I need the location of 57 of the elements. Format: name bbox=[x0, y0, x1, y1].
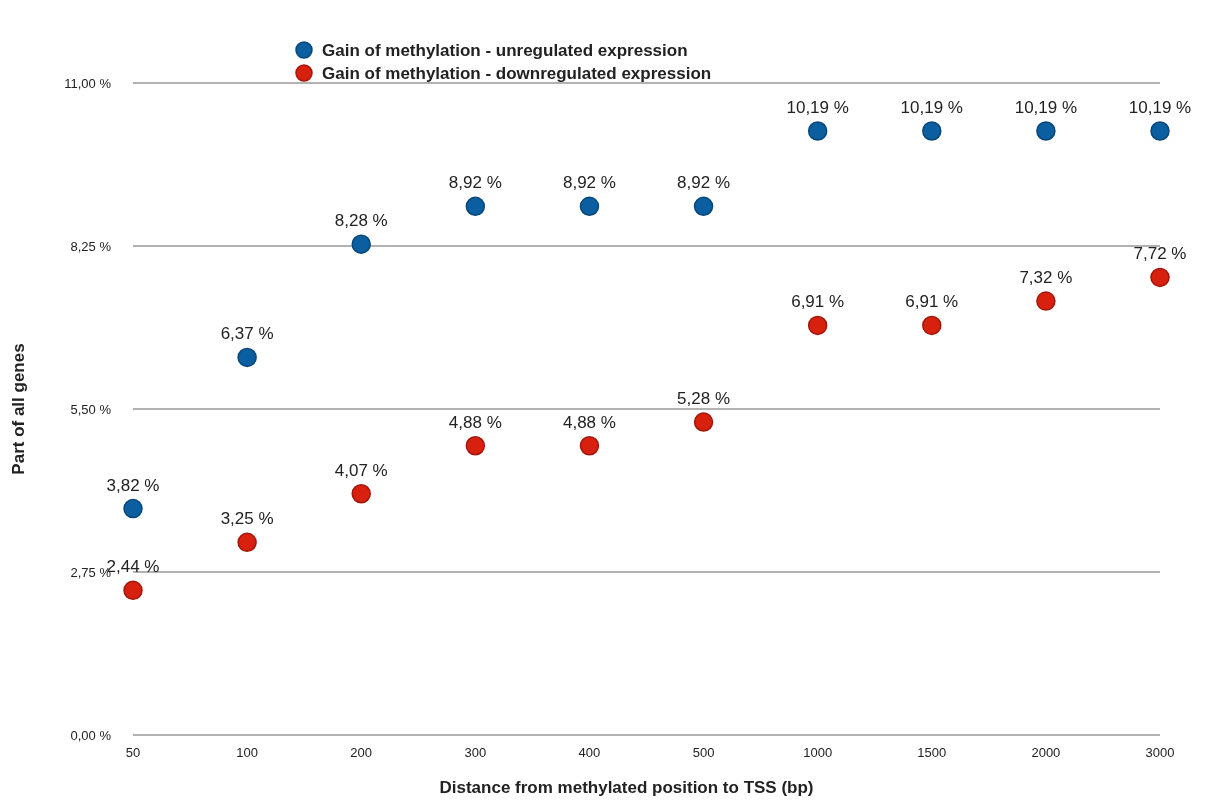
point bbox=[1036, 121, 1056, 141]
data-label: 6,91 % bbox=[905, 292, 959, 312]
data-label: 10,19 % bbox=[1014, 98, 1078, 118]
data-label: 3,82 % bbox=[106, 475, 160, 495]
legend-label: Gain of methylation - unregulated expression bbox=[322, 40, 688, 60]
point bbox=[922, 121, 942, 141]
point bbox=[123, 498, 143, 519]
data-label: 10,19 % bbox=[900, 98, 963, 118]
data-label: 5,28 % bbox=[677, 389, 731, 409]
point bbox=[1036, 291, 1056, 311]
y-tick-label: 8,25 % bbox=[70, 238, 112, 254]
data-label: 6,37 % bbox=[220, 324, 274, 344]
data-label: 8,92 % bbox=[677, 173, 731, 193]
x-tick-label: 500 bbox=[692, 745, 715, 760]
data-label: 7,32 % bbox=[1019, 268, 1073, 288]
x-tick-label: 100 bbox=[236, 745, 258, 760]
point bbox=[579, 196, 600, 217]
data-label: 4,88 % bbox=[562, 412, 616, 432]
point bbox=[351, 484, 371, 504]
y-tick-label: 5,50 % bbox=[70, 401, 112, 417]
point bbox=[123, 580, 143, 601]
x-tick-label: 200 bbox=[350, 745, 373, 760]
point bbox=[237, 347, 257, 368]
data-label: 10,19 % bbox=[786, 98, 849, 118]
point bbox=[693, 196, 714, 217]
point bbox=[1150, 121, 1170, 141]
data-label: 8,92 % bbox=[562, 173, 616, 193]
point bbox=[465, 436, 486, 456]
x-tick-label: 3000 bbox=[1145, 745, 1175, 760]
point bbox=[693, 412, 714, 432]
point bbox=[807, 315, 828, 336]
point bbox=[1150, 267, 1170, 288]
y-tick-label: 11,00 % bbox=[64, 75, 112, 91]
point bbox=[351, 234, 371, 254]
data-label: 8,28 % bbox=[334, 211, 388, 231]
point bbox=[579, 436, 600, 456]
data-label: 4,88 % bbox=[448, 412, 502, 432]
x-axis-title: Distance from methylated position to TSS (bp) bbox=[439, 778, 814, 797]
x-tick-label: 1500 bbox=[917, 745, 947, 760]
y-tick-label: 0,00 % bbox=[70, 727, 112, 743]
point bbox=[465, 196, 486, 217]
x-tick-label: 50 bbox=[125, 745, 141, 760]
x-tick-label: 2000 bbox=[1031, 745, 1061, 760]
data-label: 8,92 % bbox=[448, 173, 502, 193]
x-tick-label: 1000 bbox=[803, 745, 833, 760]
data-label: 6,91 % bbox=[791, 292, 845, 312]
x-tick-label: 300 bbox=[464, 745, 487, 760]
data-label: 10,19 % bbox=[1128, 98, 1192, 118]
point bbox=[807, 121, 828, 141]
data-label: 3,25 % bbox=[220, 509, 274, 529]
x-tick-label: 400 bbox=[578, 745, 601, 760]
point bbox=[237, 532, 257, 553]
point bbox=[922, 315, 942, 336]
data-label: 7,72 % bbox=[1133, 244, 1187, 264]
legend-label: Gain of methylation - downregulated expression bbox=[322, 63, 712, 83]
data-label: 4,07 % bbox=[334, 460, 388, 480]
y-axis-title: Part of all genes bbox=[9, 343, 28, 475]
